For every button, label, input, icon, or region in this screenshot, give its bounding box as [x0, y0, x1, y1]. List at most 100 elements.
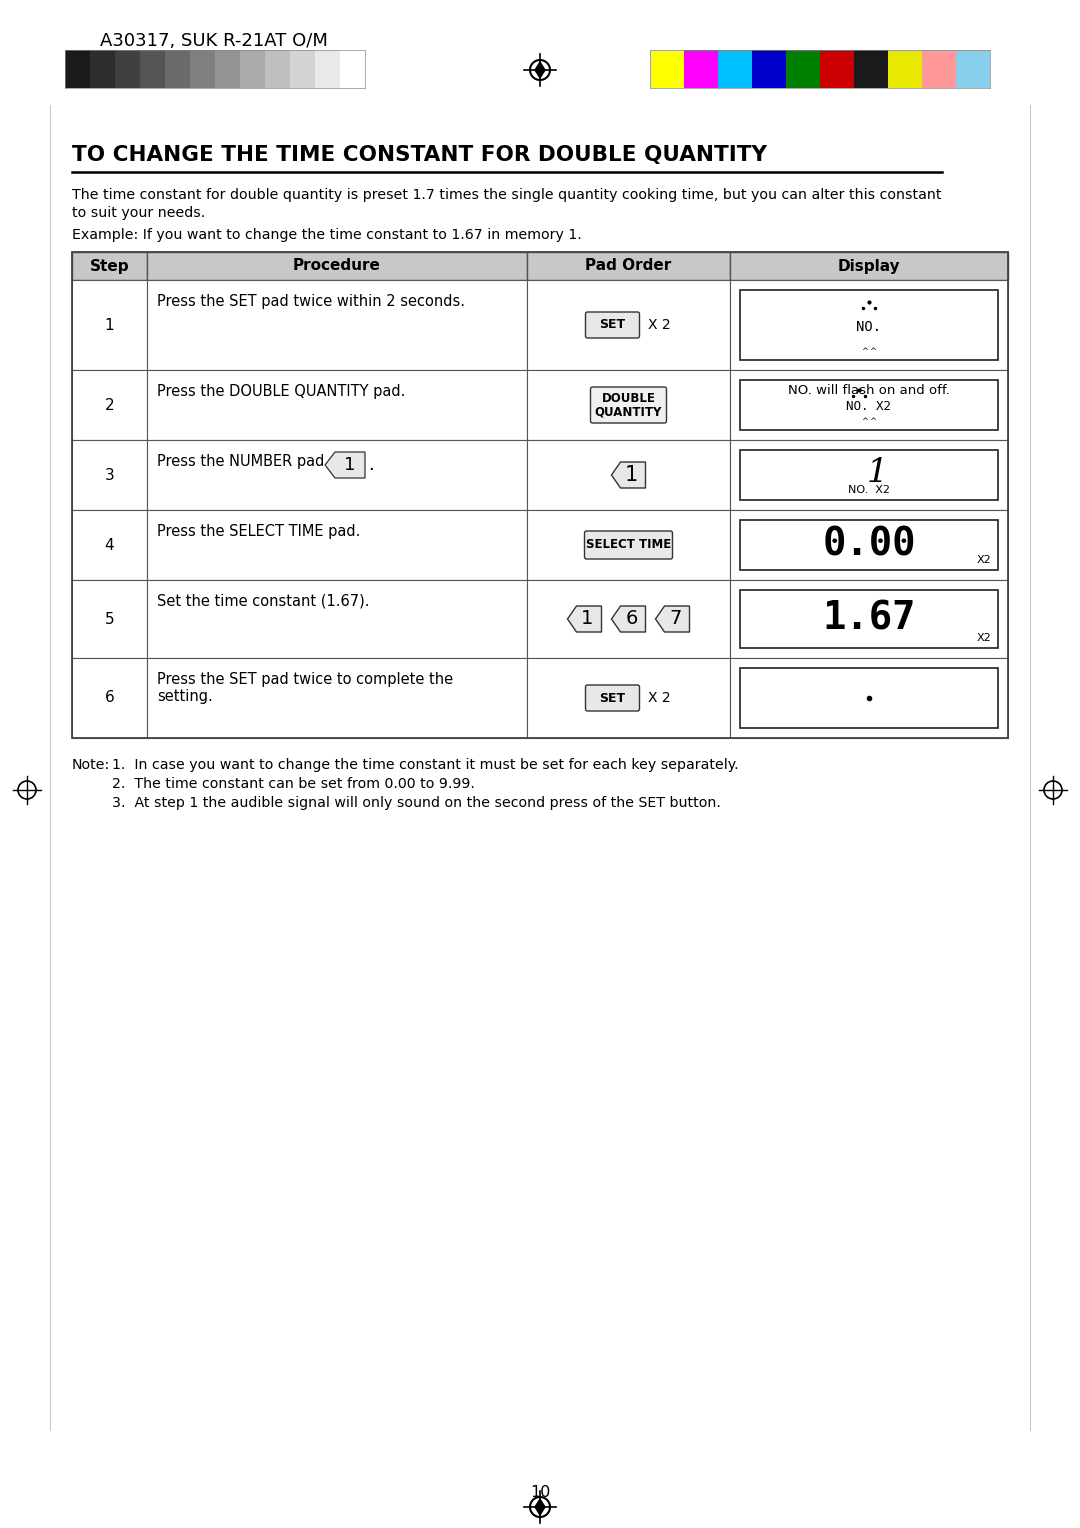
Text: Note:: Note: [72, 758, 110, 772]
Bar [684, 50, 718, 89]
Text: Step: Step [90, 258, 130, 274]
FancyBboxPatch shape [585, 312, 639, 338]
Bar [527, 659, 730, 738]
Text: Pad Order: Pad Order [585, 258, 672, 274]
Bar [527, 252, 730, 280]
Text: 6: 6 [625, 610, 637, 628]
Text: 1.  In case you want to change the time constant it must be set for each key sep: 1. In case you want to change the time c… [112, 758, 739, 772]
Bar [527, 370, 730, 440]
Bar [72, 252, 147, 280]
Bar [527, 440, 730, 510]
FancyBboxPatch shape [585, 685, 639, 711]
Text: 6: 6 [105, 691, 114, 706]
Bar [956, 50, 990, 89]
Bar [854, 50, 888, 89]
Text: Display: Display [838, 258, 901, 274]
Text: 3.  At step 1 the audible signal will only sound on the second press of the SET : 3. At step 1 the audible signal will onl… [112, 796, 720, 810]
Bar [147, 581, 527, 659]
Text: NO.: NO. [856, 319, 881, 335]
Text: 0.00: 0.00 [822, 526, 916, 564]
Text: 1: 1 [345, 455, 355, 474]
Bar [147, 370, 527, 440]
Text: to suit your needs.: to suit your needs. [72, 206, 205, 220]
Bar [72, 280, 147, 370]
Text: DOUBLE: DOUBLE [602, 391, 656, 405]
Bar [752, 50, 786, 89]
Bar [730, 659, 1008, 738]
Bar [740, 520, 998, 570]
Bar [740, 380, 998, 429]
Bar [72, 252, 1008, 738]
Polygon shape [611, 461, 646, 487]
Text: Procedure: Procedure [293, 258, 381, 274]
Text: NO. will flash on and off.: NO. will flash on and off. [788, 384, 950, 397]
Bar [730, 440, 1008, 510]
Bar [340, 50, 365, 89]
Text: 1: 1 [625, 465, 638, 484]
Text: X 2: X 2 [648, 318, 671, 332]
Text: SET: SET [599, 692, 625, 704]
Text: QUANTITY: QUANTITY [595, 405, 662, 419]
Text: 10: 10 [530, 1485, 550, 1500]
Text: 7: 7 [670, 610, 681, 628]
Text: SET: SET [599, 318, 625, 332]
Bar [147, 252, 527, 280]
Text: Press the NUMBER pad: Press the NUMBER pad [157, 454, 324, 469]
Text: 1: 1 [105, 318, 114, 333]
Text: NO. X2: NO. X2 [847, 400, 891, 414]
Bar [820, 50, 854, 89]
Text: Press the DOUBLE QUANTITY pad.: Press the DOUBLE QUANTITY pad. [157, 384, 405, 399]
Bar [888, 50, 922, 89]
Bar [147, 280, 527, 370]
Text: Example: If you want to change the time constant to 1.67 in memory 1.: Example: If you want to change the time … [72, 228, 582, 241]
Bar [72, 440, 147, 510]
Bar [650, 50, 684, 89]
Text: NO.  X2: NO. X2 [848, 484, 890, 495]
Bar [240, 50, 265, 89]
Bar [740, 668, 998, 727]
Bar [718, 50, 752, 89]
Bar [72, 510, 147, 581]
Bar [730, 280, 1008, 370]
Text: 4: 4 [105, 538, 114, 553]
Text: Press the SET pad twice within 2 seconds.: Press the SET pad twice within 2 seconds… [157, 293, 465, 309]
Bar [527, 280, 730, 370]
Bar [114, 50, 140, 89]
Text: 1: 1 [866, 457, 888, 489]
Bar [730, 252, 1008, 280]
Text: 2.  The time constant can be set from 0.00 to 9.99.: 2. The time constant can be set from 0.0… [112, 778, 475, 792]
Text: 3: 3 [105, 468, 114, 483]
Polygon shape [611, 607, 646, 633]
Polygon shape [325, 452, 365, 478]
Text: ^: ^ [869, 347, 877, 356]
Bar [90, 50, 114, 89]
Text: ^: ^ [869, 417, 877, 425]
Text: 5: 5 [105, 611, 114, 626]
Bar [730, 510, 1008, 581]
Text: 2: 2 [105, 397, 114, 413]
Text: Press the SELECT TIME pad.: Press the SELECT TIME pad. [157, 524, 361, 539]
Text: SELECT TIME: SELECT TIME [585, 538, 671, 552]
Text: TO CHANGE THE TIME CONSTANT FOR DOUBLE QUANTITY: TO CHANGE THE TIME CONSTANT FOR DOUBLE Q… [72, 145, 767, 165]
Bar [265, 50, 291, 89]
Bar [740, 590, 998, 648]
Bar [527, 510, 730, 581]
Bar [165, 50, 190, 89]
FancyBboxPatch shape [591, 387, 666, 423]
Text: X2: X2 [976, 555, 991, 565]
Bar [730, 370, 1008, 440]
Bar [215, 50, 240, 89]
Text: X2: X2 [976, 633, 991, 643]
Text: ^: ^ [862, 347, 868, 356]
Text: Press the SET pad twice to complete the: Press the SET pad twice to complete the [157, 672, 454, 688]
Text: Set the time constant (1.67).: Set the time constant (1.67). [157, 594, 369, 610]
Polygon shape [535, 63, 545, 78]
Bar [786, 50, 820, 89]
Polygon shape [656, 607, 689, 633]
Polygon shape [567, 607, 602, 633]
Bar [740, 451, 998, 500]
Bar [147, 440, 527, 510]
Bar [315, 50, 340, 89]
Bar [730, 581, 1008, 659]
Bar [740, 290, 998, 361]
